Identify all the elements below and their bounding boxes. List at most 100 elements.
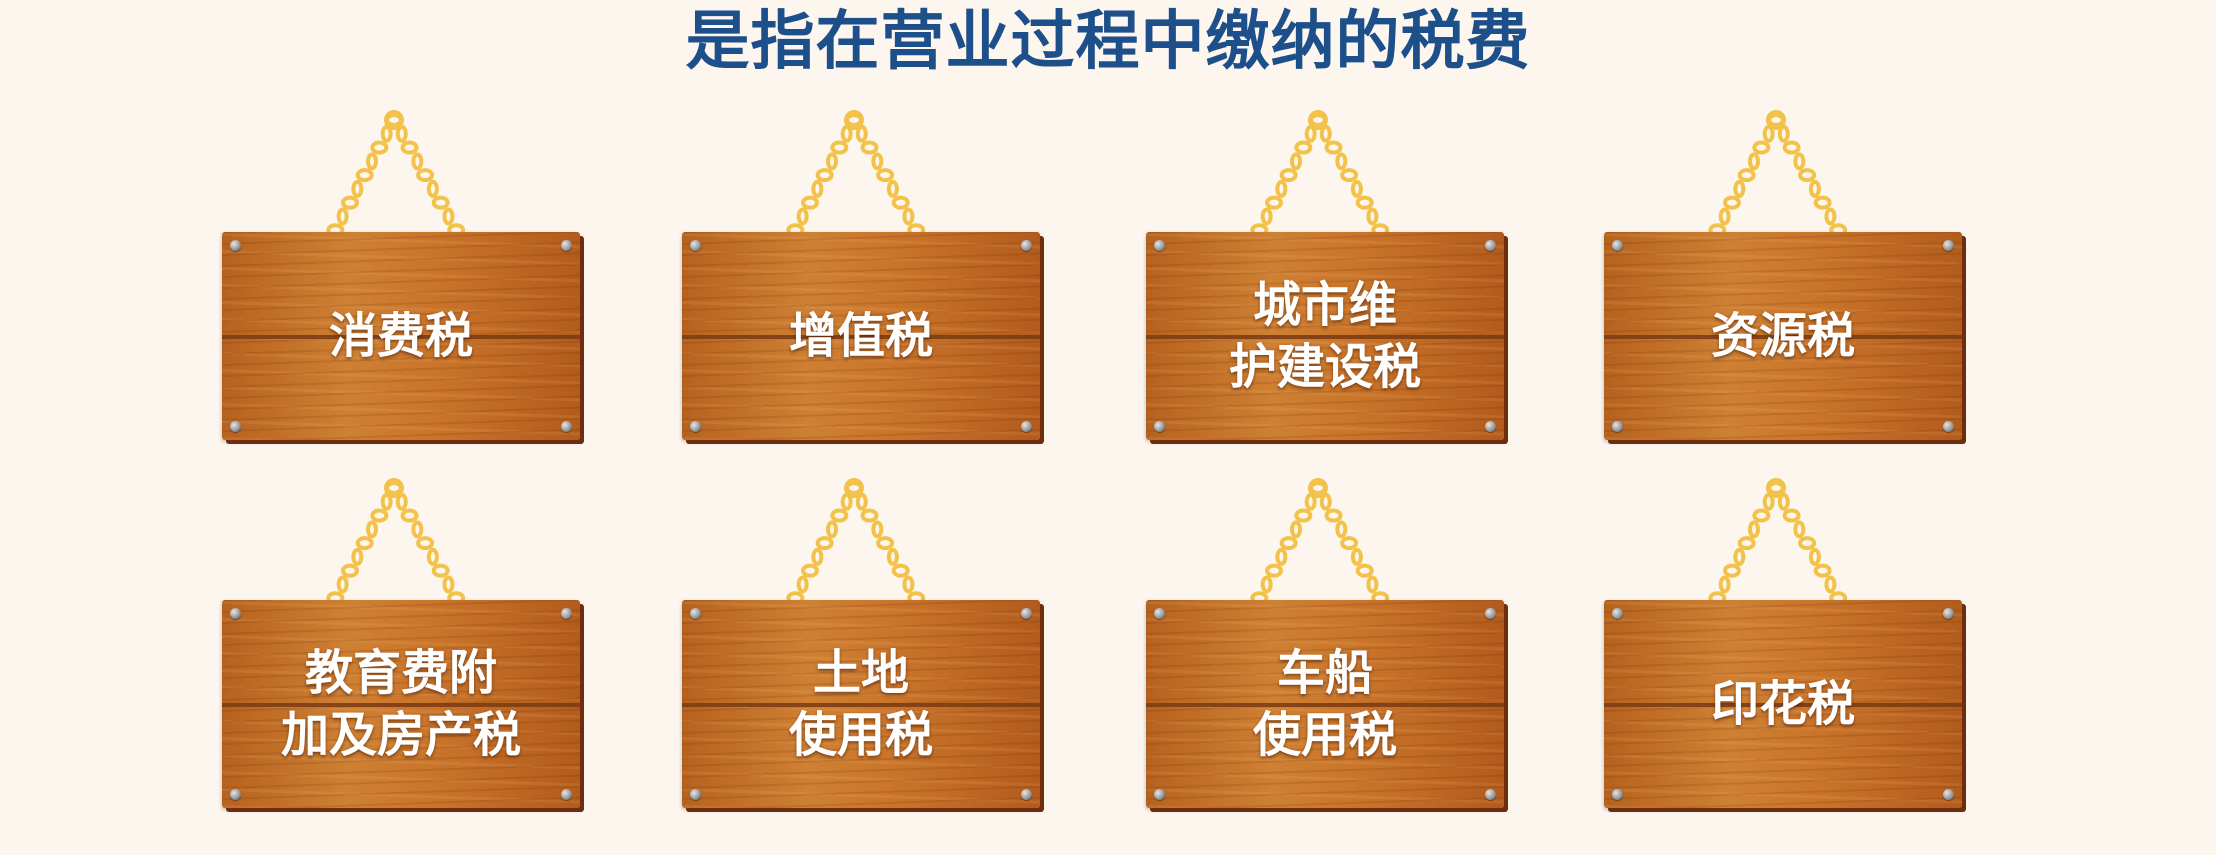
- chain-link: [1752, 508, 1771, 523]
- chain-link: [830, 140, 849, 155]
- chain-link: [416, 536, 435, 551]
- chain-link: [902, 207, 915, 226]
- chain-link: [1324, 508, 1343, 523]
- wooden-board: 土地 使用税: [682, 600, 1040, 808]
- chain-link: [1265, 195, 1283, 210]
- chain-link: [411, 152, 424, 171]
- chain-link: [1275, 179, 1288, 198]
- sign-label-line: 使用税: [788, 707, 933, 763]
- sign-consumption-tax: 消费税: [218, 110, 588, 487]
- sign-label-line: 土地: [812, 645, 909, 701]
- sign-label: 增值税: [682, 232, 1040, 440]
- chain-link: [1279, 168, 1298, 183]
- chain-link: [416, 168, 435, 183]
- chain-link: [1294, 140, 1313, 155]
- chain-link: [886, 179, 899, 198]
- chain-link: [1366, 207, 1379, 226]
- chain-link: [336, 575, 349, 594]
- chain-link: [366, 520, 378, 539]
- chain-link: [815, 536, 834, 551]
- chain-link: [1340, 536, 1359, 551]
- chain-link: [1718, 207, 1731, 226]
- chain-link: [1290, 152, 1302, 171]
- chain-link: [1275, 547, 1288, 566]
- chain-link: [815, 168, 834, 183]
- sign-label-line: 城市维: [1252, 277, 1397, 333]
- chain-apex-ring: [844, 110, 864, 130]
- sign-label-line: 消费税: [328, 308, 473, 364]
- chain-apex-ring: [1766, 110, 1786, 130]
- chain-link: [886, 547, 899, 566]
- wooden-board: 车船 使用税: [1146, 600, 1504, 808]
- chain-link: [811, 547, 824, 566]
- chain-apex-ring: [844, 478, 864, 498]
- chain-link: [1718, 575, 1731, 594]
- chain-link: [855, 124, 868, 143]
- chain-link: [1324, 140, 1343, 155]
- chain-link: [860, 140, 879, 155]
- sign-label-line: 使用税: [1252, 707, 1397, 763]
- chain-link: [855, 492, 868, 511]
- chain-link: [1260, 575, 1273, 594]
- chain-link: [860, 508, 879, 523]
- chain-link: [1748, 152, 1760, 171]
- chain-link: [1294, 508, 1313, 523]
- sign-label-line: 加及房产税: [280, 707, 521, 763]
- chain-link: [826, 520, 838, 539]
- chain-link: [341, 195, 359, 210]
- page-title: 是指在营业过程中缴纳的税费: [685, 5, 1531, 79]
- chain-link: [1723, 195, 1741, 210]
- chain-link: [426, 547, 439, 566]
- chain-link: [1355, 195, 1374, 210]
- chain-link: [370, 140, 389, 155]
- chain-link: [1752, 140, 1771, 155]
- chain-link: [1737, 536, 1756, 551]
- chain-link: [1733, 547, 1746, 566]
- chain-apex-ring: [1308, 478, 1328, 498]
- chain-link: [426, 179, 439, 198]
- chain-link: [370, 508, 389, 523]
- sign-vehicle-vessel-tax: 车船 使用税: [1142, 478, 1512, 855]
- chain-link: [1319, 492, 1332, 511]
- chain-link: [1260, 207, 1273, 226]
- chain-link: [871, 520, 884, 539]
- sign-label-line: 车船: [1276, 645, 1373, 701]
- sign-urban-maintenance-tax: 城市维 护建设税: [1142, 110, 1512, 487]
- wooden-board: 教育费附 加及房产税: [222, 600, 580, 808]
- sign-vat: 增值税: [678, 110, 1048, 487]
- chain-link: [1824, 575, 1837, 594]
- chain-link: [366, 152, 378, 171]
- chain-link: [1319, 124, 1332, 143]
- chain-link: [1290, 520, 1302, 539]
- chain-link: [1366, 575, 1379, 594]
- chain-link: [1723, 563, 1741, 578]
- chain-link: [1813, 195, 1832, 210]
- chain-link: [1777, 124, 1790, 143]
- chain-link: [1733, 179, 1746, 198]
- chain-link: [1798, 536, 1817, 551]
- chain-link: [351, 547, 364, 566]
- wooden-board: 城市维 护建设税: [1146, 232, 1504, 440]
- chain-link: [1824, 207, 1837, 226]
- chain-link: [1737, 168, 1756, 183]
- chain-link: [1782, 508, 1801, 523]
- wooden-board: 印花税: [1604, 600, 1962, 808]
- wooden-board: 增值税: [682, 232, 1040, 440]
- sign-label: 资源税: [1604, 232, 1962, 440]
- sign-label-line: 教育费附: [304, 645, 497, 701]
- chain-link: [796, 207, 809, 226]
- chain-link: [1265, 563, 1283, 578]
- chain-apex-ring: [1766, 478, 1786, 498]
- chain-link: [355, 536, 374, 551]
- chain-apex-ring: [384, 478, 404, 498]
- chain-link: [1813, 563, 1832, 578]
- chain-link: [830, 508, 849, 523]
- sign-label: 土地 使用税: [682, 600, 1040, 808]
- sign-label: 消费税: [222, 232, 580, 440]
- wooden-board: 资源税: [1604, 232, 1962, 440]
- chain-link: [891, 195, 910, 210]
- sign-label: 教育费附 加及房产税: [222, 600, 580, 808]
- sign-label-line: 印花税: [1710, 676, 1855, 732]
- chain-link: [1748, 520, 1760, 539]
- chain-link: [1782, 140, 1801, 155]
